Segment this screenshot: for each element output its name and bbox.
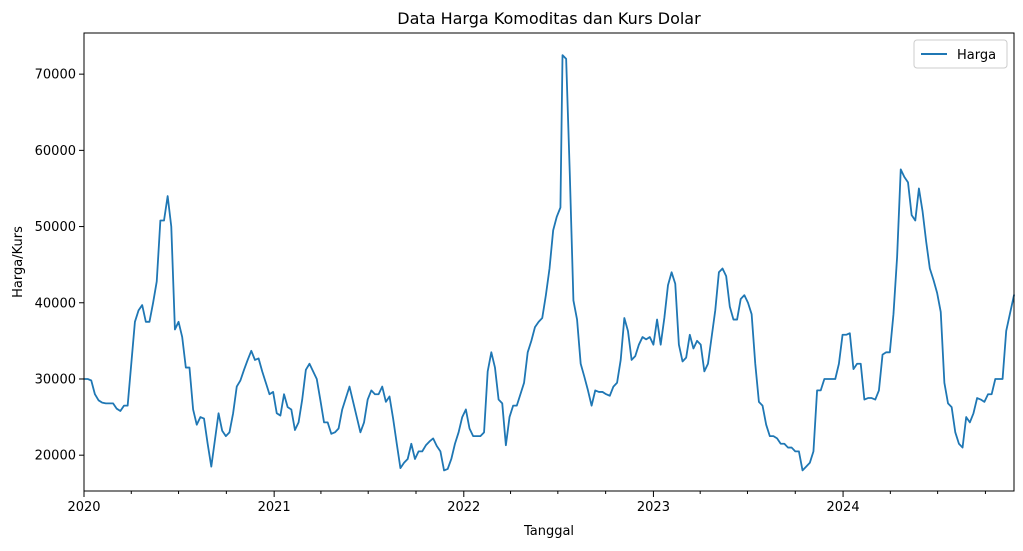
legend: Harga [913, 39, 1008, 69]
y-tick-label: 50000 [35, 220, 76, 235]
y-tick-label: 40000 [35, 296, 76, 311]
y-axis: 20000 30000 40000 50000 60000 70000 [35, 68, 84, 464]
chart-title: Data Harga Komoditas dan Kurs Dolar [397, 9, 701, 28]
legend-label-harga: Harga [957, 48, 996, 63]
y-axis-label: Harga/Kurs [11, 226, 26, 298]
x-tick-label: 2024 [827, 500, 860, 515]
y-tick-label: 20000 [35, 449, 76, 464]
y-tick-label: 60000 [35, 144, 76, 159]
x-tick-label: 2023 [637, 500, 670, 515]
plot-area [83, 54, 1015, 472]
series-line-harga [83, 54, 1015, 472]
x-tick-label: 2021 [258, 500, 291, 515]
x-tick-label: 2020 [67, 500, 100, 515]
legend-box [913, 39, 1008, 69]
y-tick-label: 70000 [35, 68, 76, 83]
x-tick-label: 2022 [447, 500, 480, 515]
x-axis-label: Tanggal [523, 524, 574, 539]
y-tick-label: 30000 [35, 372, 76, 387]
x-axis: 2020 2021 2022 2023 2024 [67, 491, 986, 515]
plot-frame [83, 32, 1015, 492]
